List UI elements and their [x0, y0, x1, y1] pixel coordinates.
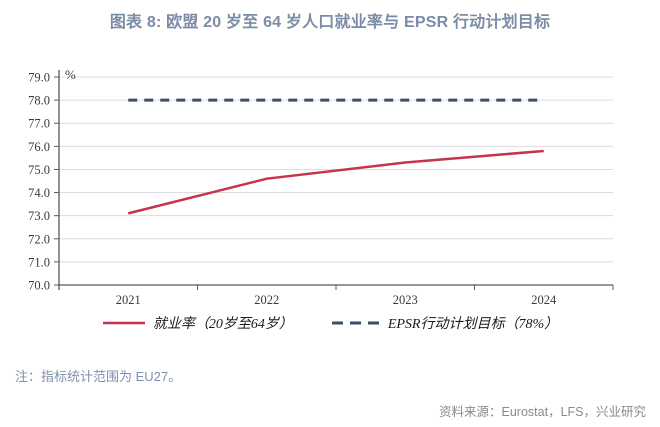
employment-line-swatch: [102, 321, 145, 325]
y-tick-label: 75.0: [28, 163, 50, 177]
y-tick-label: 70.0: [28, 279, 50, 293]
y-tick-label: 71.0: [28, 255, 50, 269]
target-line-swatch: [331, 321, 380, 325]
y-tick-label: 78.0: [28, 94, 50, 108]
employment-rate-chart: 70.0 71.0 72.0 73.0 74.0 75.0 76.0 77.0 78.0 79.0…: [28, 67, 614, 307]
x-tick-label: 2023: [393, 293, 418, 307]
legend-item-epsr-target: EPSR行动计划目标（78%）: [331, 313, 558, 333]
y-tick-label: 79.0: [28, 71, 50, 85]
x-tick-label: 2021: [116, 293, 141, 307]
legend-label-employment-rate: 就业率（20岁至64岁）: [152, 317, 293, 332]
chart-title: 图表 8: 欧盟 20 岁至 64 岁人口就业率与 EPSR 行动计划目标: [109, 14, 551, 31]
x-tick-label: 2022: [254, 293, 279, 307]
chart-note: 注：指标统计范围为 EU27。: [15, 369, 182, 384]
y-tick-label: 73.0: [28, 209, 50, 223]
y-tick-label: 72.0: [28, 232, 50, 246]
legend-label-epsr-target: EPSR行动计划目标（78%）: [387, 317, 559, 332]
data-source: 资料来源：Eurostat，LFS，兴业研究: [439, 405, 646, 419]
x-tick-label: 2024: [531, 293, 557, 307]
legend-item-employment-rate: 就业率（20岁至64岁）: [102, 313, 293, 333]
y-tick-label: 74.0: [28, 186, 50, 200]
y-tick-label: 77.0: [28, 117, 50, 131]
y-tick-label: 76.0: [28, 140, 50, 154]
employment-rate-line: [127, 149, 544, 215]
y-unit-label: %: [65, 67, 76, 82]
chart-legend: 就业率（20岁至64岁） EPSR行动计划目标（78%）: [0, 313, 660, 333]
